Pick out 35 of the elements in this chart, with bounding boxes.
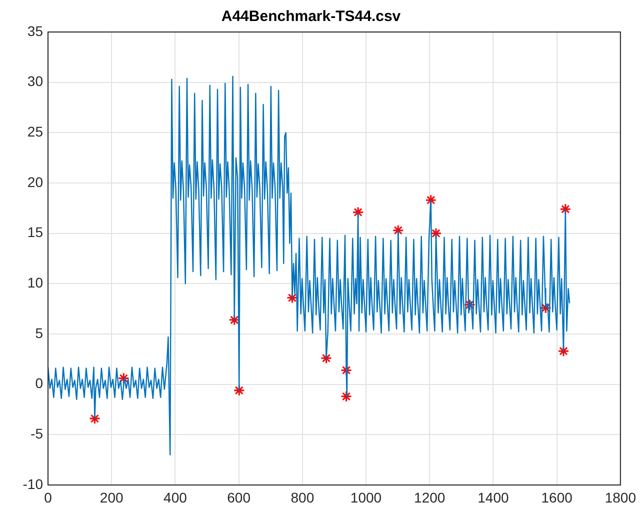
point [392,224,404,236]
point [286,292,298,304]
x-tick-label: 1000 [350,489,382,506]
y-tick-label: 20 [27,174,44,190]
point [352,206,364,218]
point [340,390,352,402]
point [558,345,570,357]
x-tick-label: 1800 [604,489,636,506]
y-tick-label: 35 [27,22,44,39]
point [430,228,442,240]
x-tick-label: 1200 [414,489,446,506]
y-tick-label: 25 [27,124,44,140]
x-tick-label: 1600 [541,489,573,506]
y-tick-label: 10 [27,274,44,291]
y-tick-label: -5 [30,426,44,442]
point [540,302,552,314]
chart-title: A44Benchmark-TS44.csv [221,8,402,26]
point [118,372,130,384]
point [233,384,245,396]
x-tick-label: 1400 [478,489,509,506]
point [320,352,332,364]
point [560,203,572,215]
point [464,299,476,311]
y-tick-label: 5 [35,324,44,341]
x-tick-label: 400 [164,489,188,506]
x-tick-label: 600 [227,489,251,506]
point [425,194,437,206]
point [340,364,352,376]
y-tick-label: 0 [35,375,44,392]
y-tick-label: 15 [27,224,44,240]
x-tick-label: 800 [290,489,314,506]
y-tick-label: -10 [22,476,44,492]
x-tick-label: 200 [100,489,124,506]
point [89,412,100,424]
y-tick-label: 30 [27,73,44,90]
